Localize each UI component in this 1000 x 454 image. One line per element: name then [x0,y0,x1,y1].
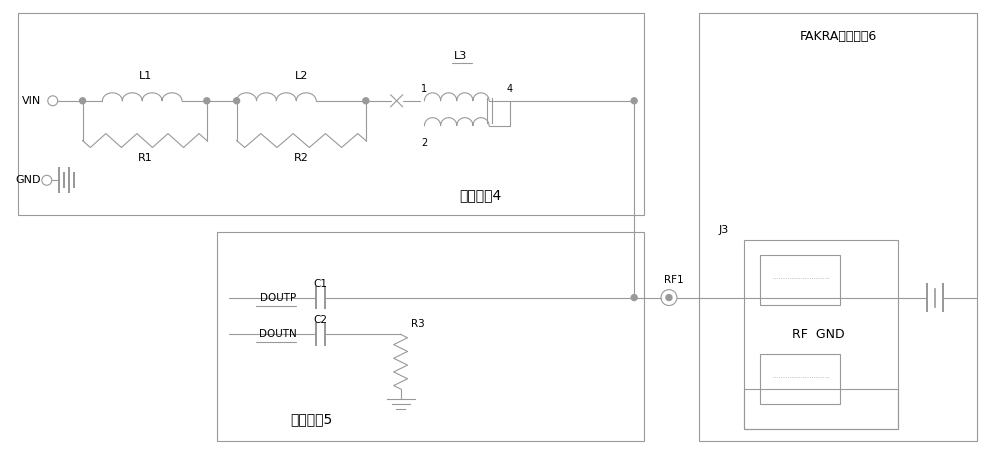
Text: RF1: RF1 [664,275,684,285]
Bar [760,354,840,404]
Circle shape [234,98,240,104]
Text: RF  GND: RF GND [792,328,844,341]
Text: R2: R2 [294,153,309,163]
Bar [699,13,977,441]
Text: 4: 4 [507,84,513,94]
Text: VIN: VIN [22,96,41,106]
Circle shape [204,98,210,104]
Text: GND: GND [15,175,41,185]
Text: 1: 1 [421,84,428,94]
Bar [744,389,898,429]
Text: R1: R1 [138,153,153,163]
Circle shape [631,98,637,104]
Text: FAKRA连接单元6: FAKRA连接单元6 [799,30,877,43]
Circle shape [631,295,637,301]
Bar [760,255,840,305]
Text: 电源单元4: 电源单元4 [459,188,501,202]
Bar [217,232,644,441]
Text: 2: 2 [421,138,428,148]
Circle shape [666,295,672,301]
Text: R3: R3 [411,320,424,330]
Text: C2: C2 [313,316,327,326]
Circle shape [80,98,86,104]
Text: L1: L1 [139,71,152,81]
Text: DOUTP: DOUTP [260,292,296,302]
Circle shape [363,98,369,104]
Text: 数据单元5: 数据单元5 [290,412,332,426]
Bar [18,13,644,215]
Text: C1: C1 [313,279,327,289]
Bar [744,240,898,429]
Text: L2: L2 [295,71,308,81]
Text: DOUTN: DOUTN [259,329,296,339]
Text: L3: L3 [454,51,467,61]
Text: J3: J3 [719,225,729,235]
